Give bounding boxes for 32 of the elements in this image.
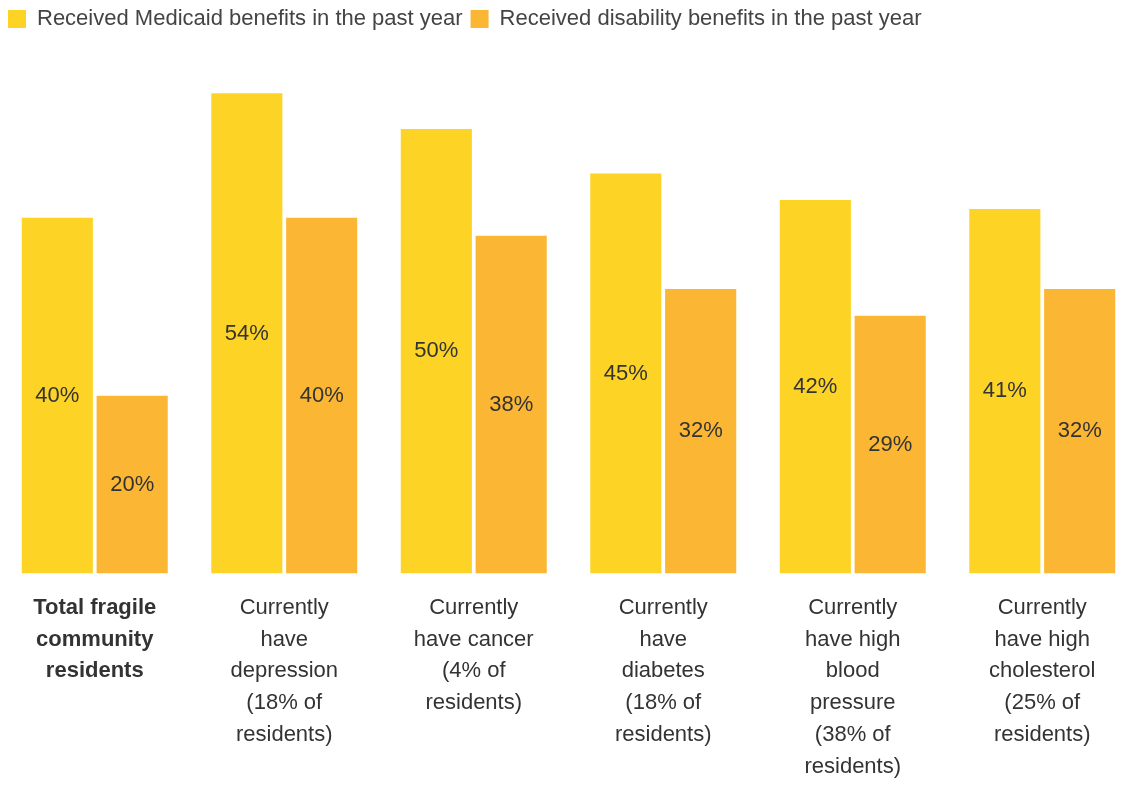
bar — [590, 173, 662, 574]
data-label: 20% — [110, 470, 155, 496]
x-tick-label: Total fragile community residents — [33, 593, 157, 683]
x-tick-label: Currently have cancer (4% of residents) — [413, 593, 534, 715]
x-tick-label: Currently have high blood pressure (38% of residents) — [804, 593, 902, 779]
data-label: 45% — [603, 359, 648, 385]
bar — [969, 208, 1041, 574]
bar — [400, 128, 472, 574]
legend-label: Received disability benefits in the past year — [499, 5, 922, 31]
data-label: 40% — [35, 381, 80, 407]
data-label: 32% — [678, 417, 723, 443]
bar — [665, 289, 737, 574]
data-label: 40% — [299, 381, 344, 407]
bar — [779, 200, 851, 574]
x-tick-label: Currently have high cholesterol (25% of residents) — [989, 593, 1096, 747]
bar — [21, 217, 93, 574]
x-tick-label: Currently have depression (18% of residents) — [230, 593, 339, 747]
bar — [211, 93, 283, 574]
x-tick-label: Currently have diabetes (18% of residents) — [614, 593, 712, 747]
data-label: 50% — [414, 337, 459, 363]
bar — [1044, 289, 1116, 574]
data-label: 29% — [868, 430, 913, 456]
data-label: 32% — [1057, 417, 1102, 443]
data-label: 38% — [489, 390, 534, 416]
legend-label: Received Medicaid benefits in the past year — [37, 5, 463, 31]
data-label: 42% — [793, 372, 838, 398]
bar — [854, 315, 926, 574]
bar — [286, 217, 358, 574]
bar — [475, 235, 547, 574]
data-label: 41% — [982, 377, 1027, 403]
data-label: 54% — [224, 319, 269, 345]
bar — [96, 395, 168, 574]
